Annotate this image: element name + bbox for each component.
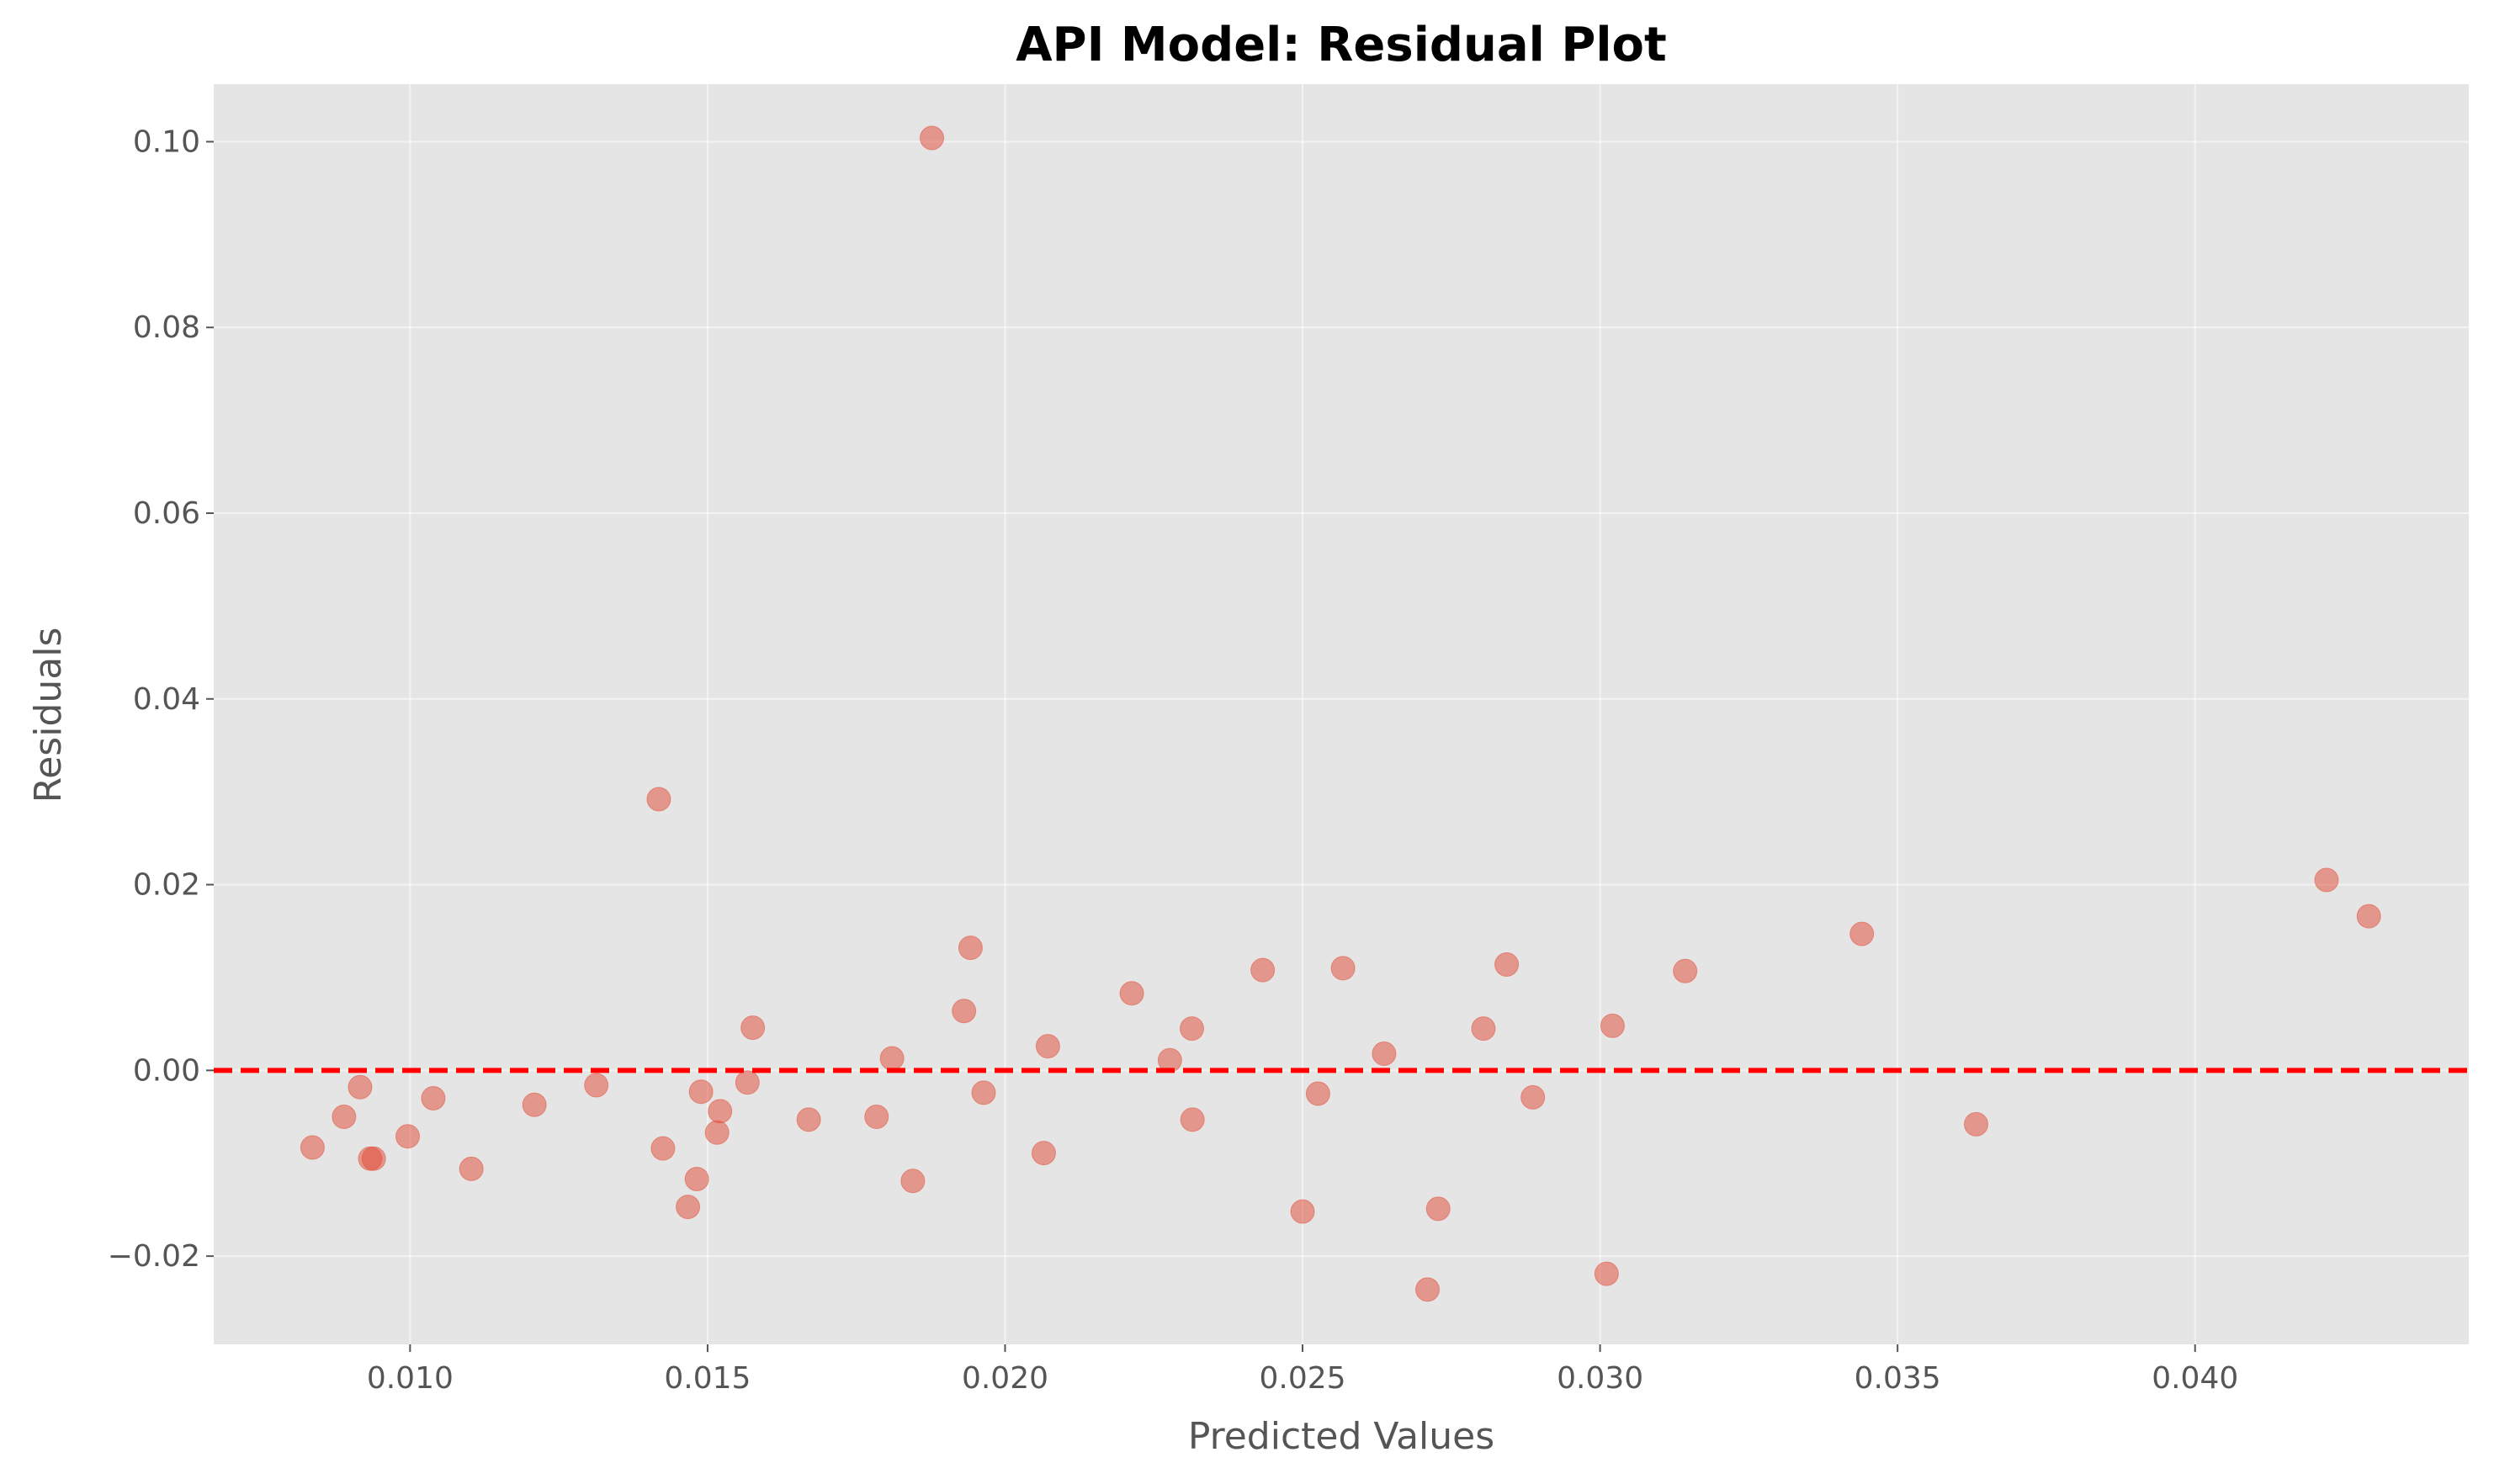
chart-title: API Model: Residual Plot: [1016, 18, 1667, 72]
scatter-point: [1290, 1199, 1315, 1224]
scatter-point: [1305, 1081, 1330, 1106]
scatter-point: [2314, 867, 2339, 893]
scatter-point: [796, 1107, 821, 1132]
scatter-point: [1673, 958, 1698, 983]
scatter-point: [650, 1136, 676, 1161]
scatter-point: [522, 1092, 547, 1117]
scatter-point: [361, 1146, 386, 1171]
scatter-point: [879, 1046, 905, 1071]
x-tick-label: 0.020: [962, 1361, 1048, 1396]
scatter-point: [584, 1073, 609, 1098]
scatter-point: [1372, 1041, 1397, 1066]
scatter-point: [332, 1105, 357, 1130]
scatter-point: [459, 1156, 484, 1181]
scatter-point: [740, 1015, 766, 1041]
scatter-point: [1849, 921, 1875, 946]
scatter-point: [900, 1169, 926, 1194]
scatter-point: [1180, 1016, 1205, 1041]
scatter-point: [958, 935, 983, 961]
scatter-point: [1471, 1016, 1496, 1041]
x-tick-label: 0.015: [664, 1361, 751, 1396]
scatter-point: [1415, 1277, 1441, 1302]
scatter-point: [864, 1105, 889, 1130]
scatter-point: [646, 787, 671, 812]
scatter-point: [1119, 981, 1144, 1006]
scatter-point: [735, 1070, 760, 1095]
x-axis-label: Predicted Values: [1188, 1415, 1494, 1458]
scatter-point: [1964, 1111, 1989, 1137]
x-tick-label: 0.030: [1557, 1361, 1643, 1396]
scatter-point: [1031, 1141, 1056, 1166]
y-tick-label: 0.00: [133, 1053, 200, 1088]
scatter-point: [1600, 1013, 1625, 1038]
scatter-point: [708, 1099, 733, 1124]
scatter-point: [684, 1167, 709, 1192]
y-tick-label: 0.10: [133, 125, 200, 159]
y-tick-label: 0.04: [133, 682, 200, 717]
data-points: [300, 125, 2381, 1302]
scatter-point: [1035, 1034, 1060, 1059]
x-tick-label: 0.025: [1260, 1361, 1346, 1396]
scatter-point: [676, 1195, 701, 1220]
scatter-point: [1330, 956, 1356, 981]
y-tick-label: −0.02: [108, 1239, 200, 1274]
x-tick-label: 0.035: [1855, 1361, 1941, 1396]
scatter-point: [971, 1080, 996, 1105]
scatter-point: [1180, 1107, 1205, 1132]
scatter-point: [919, 125, 944, 151]
scatter-point: [421, 1085, 446, 1110]
y-axis-label: Residuals: [27, 628, 70, 803]
x-tick-label: 0.010: [367, 1361, 454, 1396]
grid-lines: [214, 84, 2469, 1344]
scatter-point: [2356, 904, 2381, 929]
scatter-point: [1494, 952, 1520, 978]
x-tick-label: 0.040: [2152, 1361, 2238, 1396]
y-tick-label: 0.08: [133, 310, 200, 345]
y-tick-label: 0.02: [133, 868, 200, 903]
scatter-point: [1520, 1084, 1546, 1110]
scatter-point: [300, 1135, 325, 1160]
scatter-point: [1594, 1261, 1619, 1286]
axis-ticks: 0.010 0.015 0.020 0.025 0.030 0.035 0.040 −0.02…: [108, 125, 2239, 1396]
scatter-point: [688, 1079, 714, 1105]
plot-area: [214, 84, 2469, 1344]
scatter-point: [395, 1124, 421, 1149]
scatter-point: [1425, 1196, 1451, 1222]
y-tick-label: 0.06: [133, 496, 200, 531]
scatter-point: [348, 1074, 373, 1100]
scatter-point: [1250, 957, 1276, 983]
scatter-point: [952, 999, 977, 1024]
scatter-point: [704, 1120, 730, 1145]
